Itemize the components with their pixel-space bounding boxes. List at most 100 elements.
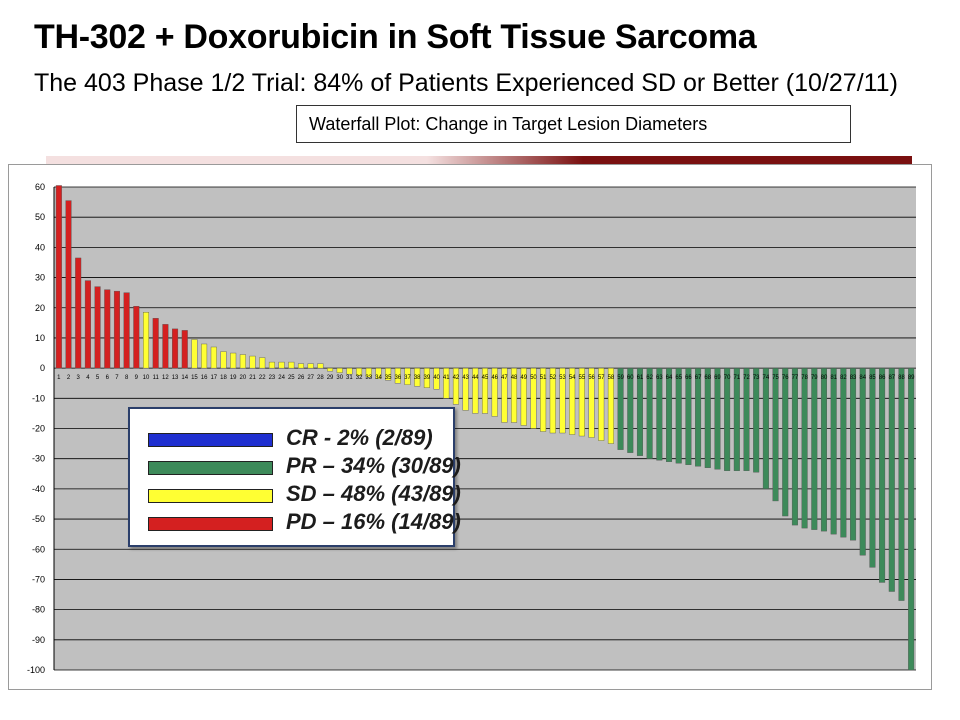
legend-swatch-pr xyxy=(148,461,273,475)
x-tick-label: 14 xyxy=(181,375,188,381)
bar xyxy=(55,185,62,369)
bar xyxy=(443,367,450,399)
bar xyxy=(588,367,595,438)
x-tick-label: 74 xyxy=(763,375,770,381)
x-tick-label: 40 xyxy=(433,375,440,381)
x-tick-label: 2 xyxy=(67,375,71,381)
bar xyxy=(549,367,556,434)
x-tick-label: 73 xyxy=(753,375,760,381)
y-tick-label: -70 xyxy=(32,574,45,584)
bar xyxy=(627,367,634,453)
x-tick-label: 24 xyxy=(278,375,285,381)
bar xyxy=(220,351,227,369)
x-tick-label: 37 xyxy=(404,375,411,381)
bar xyxy=(75,257,82,369)
legend-item-sd: SD – 48% (43/89) xyxy=(130,481,461,507)
x-tick-label: 76 xyxy=(782,375,789,381)
x-tick-label: 46 xyxy=(491,375,498,381)
x-tick-label: 31 xyxy=(346,375,353,381)
x-tick-label: 32 xyxy=(356,375,363,381)
bar xyxy=(859,367,866,556)
x-tick-label: 89 xyxy=(908,375,915,381)
x-tick-label: 21 xyxy=(249,375,256,381)
waterfall-plot-label: Waterfall Plot: Change in Target Lesion … xyxy=(296,105,851,143)
x-tick-label: 83 xyxy=(850,375,857,381)
x-tick-label: 50 xyxy=(530,375,537,381)
bar xyxy=(898,367,905,601)
bar xyxy=(481,367,489,414)
bar xyxy=(704,367,711,468)
x-tick-label: 44 xyxy=(472,375,479,381)
legend-swatch-sd xyxy=(148,489,273,503)
x-tick-label: 1 xyxy=(57,375,61,381)
legend-item-pd: PD – 16% (14/89) xyxy=(130,509,461,535)
y-tick-label: 0 xyxy=(40,363,45,373)
bar xyxy=(181,330,188,369)
x-tick-label: 25 xyxy=(288,375,295,381)
x-tick-label: 54 xyxy=(569,375,576,381)
x-tick-label: 39 xyxy=(424,375,431,381)
bar xyxy=(724,367,731,471)
legend-swatch-cr xyxy=(148,433,273,447)
y-tick-label: -40 xyxy=(32,484,45,494)
x-tick-label: 6 xyxy=(106,375,110,381)
bar xyxy=(327,367,334,372)
x-tick-label: 43 xyxy=(462,375,469,381)
bar xyxy=(830,367,837,535)
x-tick-label: 3 xyxy=(77,375,81,381)
bar xyxy=(414,367,421,387)
y-tick-label: -20 xyxy=(32,424,45,434)
bar xyxy=(133,306,140,369)
bar xyxy=(578,367,585,437)
bar xyxy=(714,367,721,470)
x-tick-label: 19 xyxy=(230,375,237,381)
bar xyxy=(675,367,682,464)
x-tick-label: 53 xyxy=(559,375,566,381)
bar xyxy=(772,367,779,502)
y-tick-label: 20 xyxy=(35,303,45,313)
x-tick-label: 13 xyxy=(172,375,179,381)
bar xyxy=(210,346,217,369)
bar xyxy=(278,361,285,369)
bar xyxy=(162,324,169,369)
bar xyxy=(559,367,566,434)
x-tick-label: 56 xyxy=(588,375,595,381)
x-tick-label: 63 xyxy=(656,375,663,381)
bar xyxy=(762,367,769,490)
x-tick-label: 30 xyxy=(336,375,343,381)
bar xyxy=(695,367,702,467)
bar xyxy=(850,367,857,541)
bar xyxy=(365,367,372,378)
x-tick-label: 28 xyxy=(317,375,324,381)
bar xyxy=(888,367,895,592)
x-tick-label: 27 xyxy=(307,375,314,381)
y-tick-label: -80 xyxy=(32,605,45,615)
x-tick-label: 18 xyxy=(220,375,227,381)
bar xyxy=(879,367,886,583)
bar xyxy=(356,367,363,376)
x-tick-label: 78 xyxy=(801,375,808,381)
x-tick-label: 52 xyxy=(549,375,556,381)
bar xyxy=(462,367,469,411)
bar xyxy=(123,292,130,369)
bar xyxy=(191,339,198,369)
bar xyxy=(491,367,498,417)
bar xyxy=(113,290,120,369)
y-tick-label: 50 xyxy=(35,212,45,222)
bar xyxy=(840,367,847,538)
x-tick-label: 17 xyxy=(210,375,217,381)
x-tick-label: 88 xyxy=(898,375,905,381)
x-tick-label: 85 xyxy=(869,375,876,381)
slide-title: TH-302 + Doxorubicin in Soft Tissue Sarc… xyxy=(34,18,757,56)
bar xyxy=(869,367,876,568)
bar xyxy=(288,361,295,369)
x-tick-label: 62 xyxy=(646,375,653,381)
x-tick-label: 7 xyxy=(115,375,119,381)
legend-label-pr: PR – 34% (30/89) xyxy=(286,453,461,478)
bar xyxy=(433,367,440,390)
bar xyxy=(743,367,750,471)
bar xyxy=(452,367,459,405)
x-tick-label: 69 xyxy=(714,375,721,381)
x-tick-label: 4 xyxy=(86,375,90,381)
bar xyxy=(472,367,479,414)
